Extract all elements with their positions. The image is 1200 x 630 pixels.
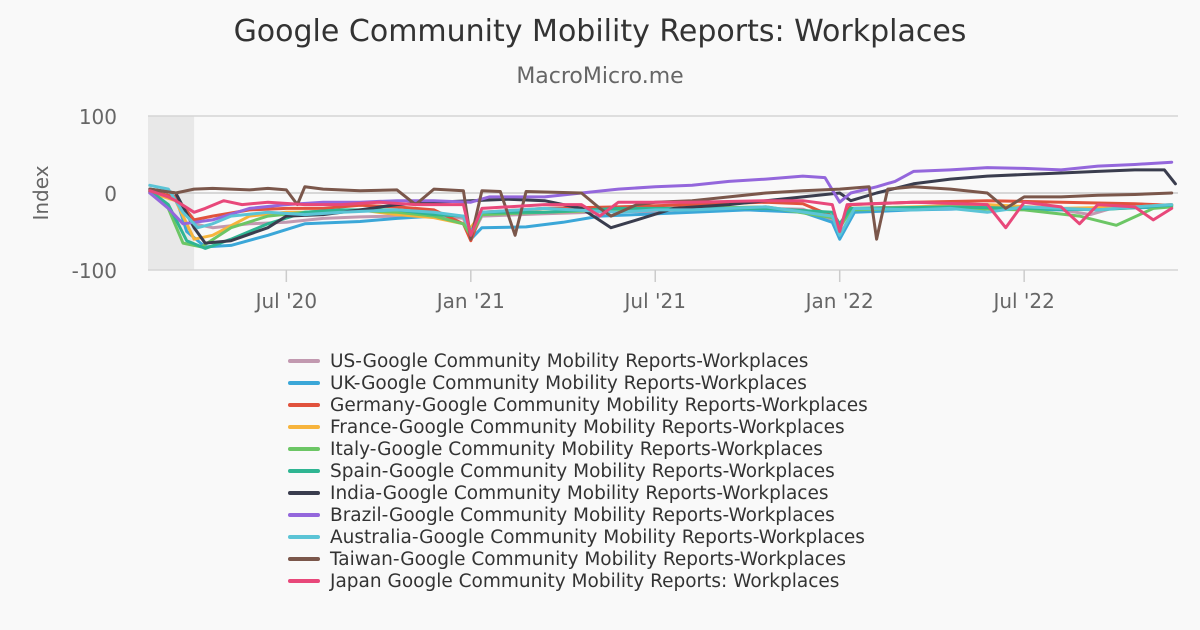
chart-legend: US-Google Community Mobility Reports-Wor…	[288, 350, 868, 592]
legend-swatch	[288, 403, 320, 407]
series-line	[148, 189, 1174, 237]
legend-label: US-Google Community Mobility Reports-Wor…	[330, 350, 809, 372]
legend-swatch	[288, 359, 320, 363]
x-tick-label: Jul '21	[623, 289, 686, 313]
chart-subtitle: MacroMicro.me	[516, 64, 684, 89]
x-tick-label: Jul '22	[991, 289, 1054, 313]
legend-item[interactable]: UK-Google Community Mobility Reports-Wor…	[288, 372, 868, 394]
legend-item[interactable]: India-Google Community Mobility Reports-…	[288, 482, 868, 504]
legend-swatch	[288, 513, 320, 517]
legend-swatch	[288, 469, 320, 473]
legend-label: Taiwan-Google Community Mobility Reports…	[330, 548, 847, 570]
legend-item[interactable]: France-Google Community Mobility Reports…	[288, 416, 868, 438]
legend-item[interactable]: Italy-Google Community Mobility Reports-…	[288, 438, 868, 460]
legend-label: Spain-Google Community Mobility Reports-…	[330, 460, 835, 482]
legend-swatch	[288, 381, 320, 385]
y-tick-label: -100	[72, 259, 117, 283]
x-tick-label: Jul '20	[254, 289, 317, 313]
legend-swatch	[288, 491, 320, 495]
legend-swatch	[288, 557, 320, 561]
y-tick-label: 0	[104, 182, 117, 206]
series-line	[148, 168, 1177, 245]
legend-label: Germany-Google Community Mobility Report…	[330, 394, 868, 416]
chart-title: Google Community Mobility Reports: Workp…	[233, 14, 967, 49]
legend-item[interactable]: Brazil-Google Community Mobility Reports…	[288, 504, 868, 526]
x-tick-label: Jan '22	[804, 289, 874, 313]
legend-swatch	[288, 579, 320, 583]
x-tick-label: Jan '21	[435, 289, 505, 313]
legend-item[interactable]: Taiwan-Google Community Mobility Reports…	[288, 548, 868, 570]
legend-swatch	[288, 447, 320, 451]
legend-item[interactable]: Germany-Google Community Mobility Report…	[288, 394, 868, 416]
series-line	[148, 185, 1174, 241]
legend-item[interactable]: Japan Google Community Mobility Reports:…	[288, 570, 868, 592]
legend-item[interactable]: Spain-Google Community Mobility Reports-…	[288, 460, 868, 482]
y-tick-label: 100	[79, 105, 117, 129]
legend-swatch	[288, 535, 320, 539]
legend-label: India-Google Community Mobility Reports-…	[330, 482, 829, 504]
y-axis-label: Index	[29, 165, 53, 220]
legend-label: Italy-Google Community Mobility Reports-…	[330, 438, 823, 460]
legend-swatch	[288, 425, 320, 429]
legend-label: Brazil-Google Community Mobility Reports…	[330, 504, 835, 526]
legend-item[interactable]: Australia-Google Community Mobility Repo…	[288, 526, 868, 548]
legend-label: Japan Google Community Mobility Reports:…	[330, 570, 840, 592]
legend-label: UK-Google Community Mobility Reports-Wor…	[330, 372, 807, 394]
legend-label: Australia-Google Community Mobility Repo…	[330, 526, 865, 548]
legend-label: France-Google Community Mobility Reports…	[330, 416, 845, 438]
legend-item[interactable]: US-Google Community Mobility Reports-Wor…	[288, 350, 868, 372]
